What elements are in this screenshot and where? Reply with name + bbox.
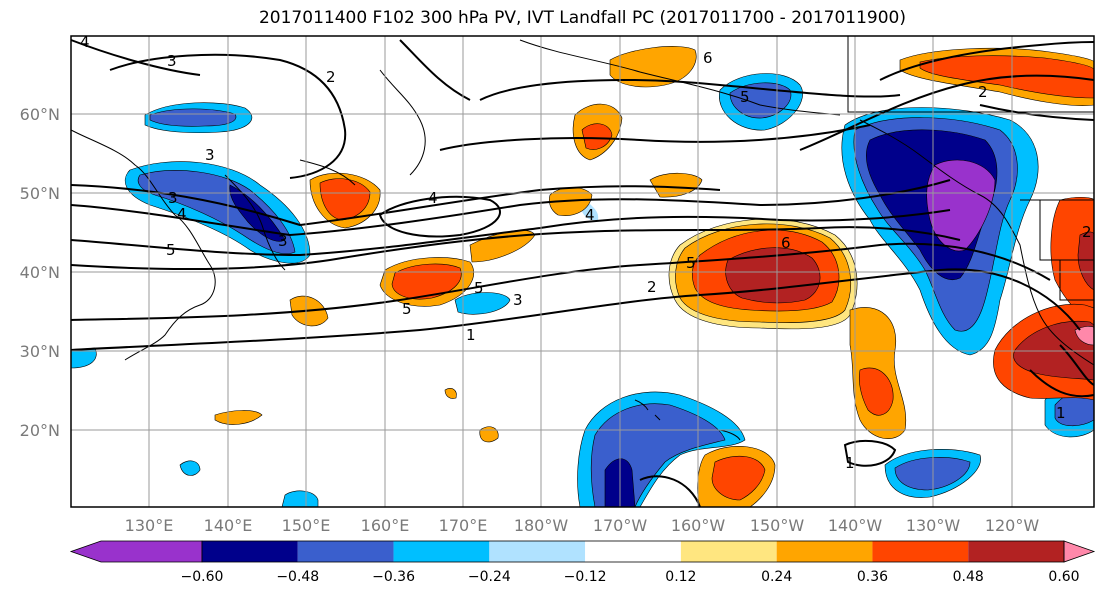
colorbar-swatch — [968, 541, 1064, 562]
contour-label: 2 — [1082, 223, 1092, 241]
lat-label: 30°N — [20, 342, 60, 361]
contour-label: 1 — [466, 326, 476, 344]
contour-label: 4 — [585, 206, 595, 224]
pv-contours — [70, 39, 1095, 508]
map-title: 2017011400 F102 300 hPa PV, IVT Landfall… — [258, 8, 906, 28]
colorbar-tick-label: −0.24 — [468, 569, 511, 585]
colorbar-tick-label: 0.60 — [1048, 569, 1079, 585]
contour-label: 5 — [740, 88, 750, 106]
colorbar-tick-label: 0.48 — [953, 569, 984, 585]
contour-label: 5 — [686, 254, 696, 272]
map-panel: 4 3 2 6 5 2 3 4 4 5 3 3 5 6 5 2 4 5 3 1 … — [70, 33, 1095, 508]
colorbar-outline — [201, 540, 1065, 563]
lon-label: 130°E — [125, 516, 174, 535]
colorbar-tick-label: 0.12 — [665, 569, 696, 585]
contour-label: 1 — [845, 454, 855, 472]
latitude-labels: 60°N 50°N 40°N 30°N 20°N — [20, 105, 60, 440]
map-frame — [70, 35, 1095, 508]
contour-label: 4 — [80, 33, 90, 51]
contour-label: 3 — [167, 52, 177, 70]
contour-label: 4 — [177, 205, 187, 223]
lon-label: 140°W — [828, 516, 883, 535]
grid — [71, 36, 1094, 507]
lat-label: 50°N — [20, 184, 60, 203]
contour-label: 5 — [166, 241, 176, 259]
colorbar-tick-label: −0.36 — [372, 569, 415, 585]
contour-label: 2 — [326, 68, 336, 86]
colorbar-swatch — [585, 541, 681, 562]
colorbar-swatch — [489, 541, 586, 562]
contour-label: 6 — [781, 234, 791, 252]
lon-label: 160°W — [671, 516, 726, 535]
colorbar-extend-low — [69, 540, 203, 563]
colorbar-tick-label: 0.24 — [761, 569, 792, 585]
contour-label: 5 — [402, 300, 412, 318]
colorbar-tick-label: −0.12 — [564, 569, 607, 585]
lon-label: 120°W — [985, 516, 1040, 535]
colorbar-swatch — [776, 541, 873, 562]
contour-label: 2 — [978, 83, 988, 101]
contour-label: 1 — [1056, 404, 1066, 422]
lat-label: 20°N — [20, 421, 60, 440]
contour-label: 4 — [428, 189, 438, 207]
shaded-anomalies — [70, 46, 1095, 508]
colorbar-swatch — [680, 541, 777, 562]
colorbar-swatch — [872, 541, 969, 562]
colorbar-tick-label: −0.48 — [276, 569, 319, 585]
contour-label: 6 — [703, 49, 713, 67]
lon-label: 180°W — [514, 516, 569, 535]
contour-label: 2 — [647, 278, 657, 296]
colorbar: −0.60 −0.48 −0.36 −0.24 −0.12 0.12 0.24 0.36 0.4… — [69, 540, 1096, 585]
colorbar-extend-high — [1063, 540, 1096, 563]
contour-label: 3 — [168, 189, 178, 207]
lat-label: 40°N — [20, 263, 60, 282]
contour-label: 5 — [474, 279, 484, 297]
colorbar-swatch — [297, 541, 394, 562]
contour-label: 3 — [205, 146, 215, 164]
colorbar-tick-label: −0.60 — [181, 569, 224, 585]
lon-label: 170°E — [439, 516, 488, 535]
lon-label: 150°W — [750, 516, 805, 535]
colorbar-swatch — [202, 541, 298, 562]
lat-label: 60°N — [20, 105, 60, 124]
contour-label: 3 — [278, 232, 288, 250]
lon-label: 140°E — [204, 516, 253, 535]
longitude-labels: 130°E 140°E 150°E 160°E 170°E 180°W 170°… — [125, 516, 1040, 535]
contour-labels: 4 3 2 6 5 2 3 4 4 5 3 3 5 6 5 2 4 5 3 1 … — [80, 33, 1092, 472]
contour-label: 3 — [513, 291, 523, 309]
lon-label: 160°E — [361, 516, 410, 535]
colorbar-tick-label: 0.36 — [857, 569, 888, 585]
lon-label: 170°W — [593, 516, 648, 535]
lon-label: 130°W — [906, 516, 961, 535]
lon-label: 150°E — [282, 516, 331, 535]
colorbar-swatch — [393, 541, 490, 562]
